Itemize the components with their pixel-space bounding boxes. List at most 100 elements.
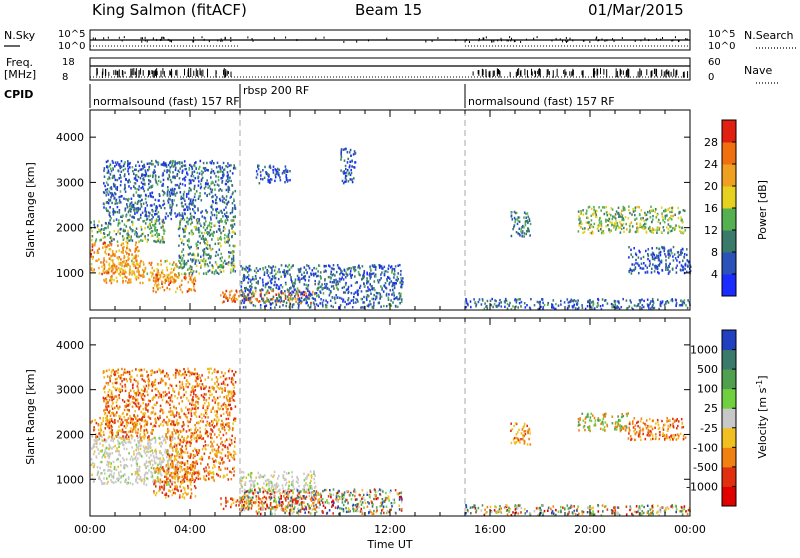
range-cell — [166, 260, 168, 262]
range-cell — [226, 189, 228, 191]
range-cell — [152, 438, 154, 440]
range-cell — [512, 218, 514, 220]
range-cell — [126, 448, 128, 450]
range-cell — [133, 204, 135, 206]
range-cell — [351, 165, 353, 167]
range-cell — [222, 292, 224, 294]
range-cell — [381, 288, 383, 290]
range-cell — [203, 252, 205, 254]
range-cell — [294, 288, 296, 290]
range-cell — [305, 279, 307, 281]
range-cell — [284, 171, 286, 173]
range-cell — [232, 300, 234, 302]
range-cell — [167, 191, 169, 193]
range-cell — [182, 183, 184, 185]
range-cell — [685, 264, 687, 266]
range-cell — [115, 481, 117, 483]
range-cell — [98, 220, 100, 222]
range-cell — [317, 275, 319, 277]
range-cell — [146, 201, 148, 203]
range-cell — [142, 212, 144, 214]
range-cell — [109, 279, 111, 281]
range-cell — [165, 449, 167, 451]
range-cell — [623, 231, 625, 233]
range-cell — [132, 483, 134, 485]
range-cell — [333, 268, 335, 270]
range-cell — [107, 160, 109, 162]
range-cell — [649, 260, 651, 262]
range-cell — [133, 255, 135, 257]
range-cell — [140, 425, 142, 427]
range-cell — [227, 202, 229, 204]
range-cell — [668, 253, 670, 255]
range-cell — [134, 182, 136, 184]
range-cell — [600, 209, 602, 211]
range-cell — [393, 292, 395, 294]
range-cell — [152, 464, 154, 466]
range-cell — [155, 453, 157, 455]
range-cell — [384, 273, 386, 275]
range-cell — [641, 298, 643, 300]
range-cell — [111, 270, 113, 272]
range-cell — [306, 272, 308, 274]
colorbar-tick-label: 20 — [704, 180, 718, 193]
range-cell — [178, 260, 180, 262]
range-cell — [149, 192, 151, 194]
range-cell — [280, 297, 282, 299]
range-cell — [247, 267, 249, 269]
range-cell — [104, 246, 106, 248]
range-cell — [112, 193, 114, 195]
range-cell — [101, 422, 103, 424]
range-cell — [119, 429, 121, 431]
range-cell — [569, 301, 571, 303]
range-cell — [339, 278, 341, 280]
range-cell — [242, 291, 244, 293]
range-cell — [140, 275, 142, 277]
range-cell — [106, 166, 108, 168]
range-cell — [212, 248, 214, 250]
range-cell — [608, 228, 610, 230]
range-cell — [147, 431, 149, 433]
range-cell — [136, 228, 138, 230]
range-cell — [519, 228, 521, 230]
range-cell — [606, 206, 608, 208]
range-cell — [131, 260, 133, 262]
range-cell — [210, 176, 212, 178]
range-cell — [175, 193, 177, 195]
range-cell — [586, 221, 588, 223]
range-cell — [351, 300, 353, 302]
range-cell — [180, 191, 182, 193]
range-cell — [131, 464, 133, 466]
colorbar-tick-label: 8 — [711, 246, 718, 259]
range-cell — [185, 168, 187, 170]
range-cell — [665, 269, 667, 271]
range-cell — [137, 246, 139, 248]
range-cell — [368, 288, 370, 290]
range-cell — [138, 274, 140, 276]
range-cell — [567, 307, 569, 309]
range-cell — [223, 270, 225, 272]
range-cell — [111, 240, 113, 242]
range-cell — [213, 162, 215, 164]
range-cell — [325, 270, 327, 272]
range-cell — [152, 425, 154, 427]
range-cell — [181, 196, 183, 198]
range-cell — [350, 149, 352, 151]
range-cell — [164, 207, 166, 209]
range-cell — [272, 288, 274, 290]
range-cell — [182, 291, 184, 293]
range-cell — [381, 296, 383, 298]
range-cell — [348, 303, 350, 305]
range-cell — [584, 227, 586, 229]
range-cell — [167, 215, 169, 217]
range-cell — [668, 218, 670, 220]
range-cell — [129, 163, 131, 165]
range-cell — [316, 303, 318, 305]
range-cell — [325, 286, 327, 288]
range-cell — [174, 492, 176, 494]
range-cell — [199, 195, 201, 197]
range-cell — [161, 486, 163, 488]
range-cell — [183, 195, 185, 197]
range-cell — [126, 260, 128, 262]
